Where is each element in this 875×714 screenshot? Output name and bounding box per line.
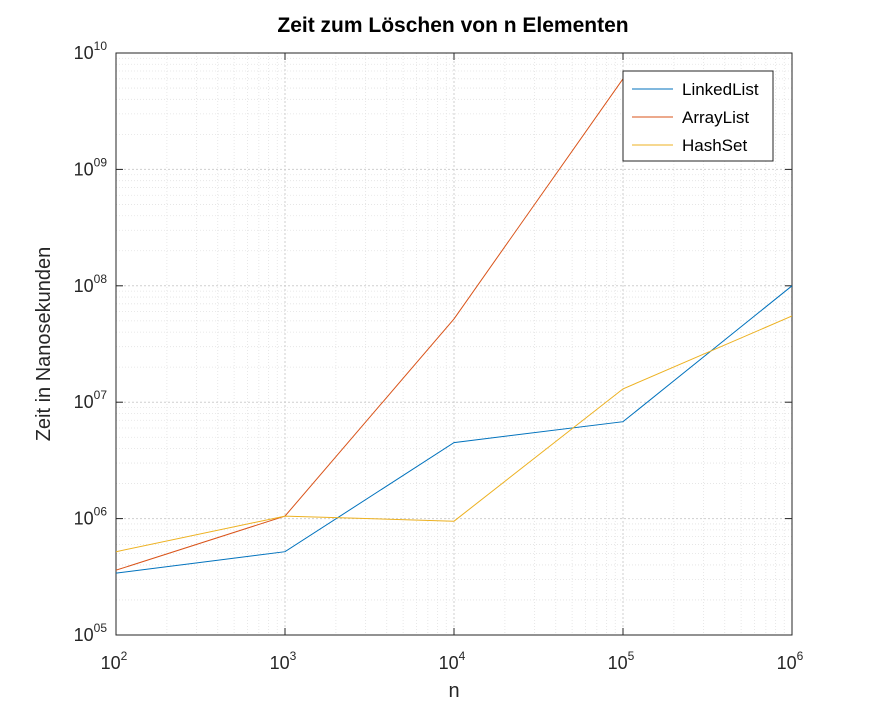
y-tick-label: 1010 <box>74 39 108 63</box>
y-tick-label: 1005 <box>74 621 108 645</box>
y-tick-label: 1008 <box>74 272 108 296</box>
y-tick-labels: 1005 1006 1007 1008 1009 1010 <box>74 39 108 645</box>
series-lines <box>116 78 792 574</box>
y-axis-label: Zeit in Nanosekunden <box>33 247 55 442</box>
legend-label: LinkedList <box>682 80 759 99</box>
y-tick-label: 1007 <box>74 388 108 412</box>
chart-title: Zeit zum Löschen von n Elementen <box>277 14 628 37</box>
legend: LinkedList ArrayList HashSet <box>622 70 774 162</box>
x-tick-label: 102 <box>101 649 128 673</box>
x-tick-label: 103 <box>270 649 297 673</box>
series-line-arraylist <box>116 78 624 571</box>
x-tick-label: 104 <box>439 649 466 673</box>
legend-box <box>622 70 774 162</box>
series-line-linkedlist <box>116 285 792 574</box>
y-tick-label: 1009 <box>74 155 108 179</box>
x-tick-label: 105 <box>608 649 635 673</box>
series-line-hashset <box>116 315 792 553</box>
legend-label: HashSet <box>682 136 747 155</box>
legend-label: ArrayList <box>682 108 749 127</box>
x-axis-label: n <box>448 680 459 702</box>
ticks <box>115 52 793 636</box>
x-tick-labels: 102 103 104 105 106 <box>101 649 804 673</box>
x-tick-label: 106 <box>777 649 804 673</box>
y-tick-label: 1006 <box>74 505 108 529</box>
